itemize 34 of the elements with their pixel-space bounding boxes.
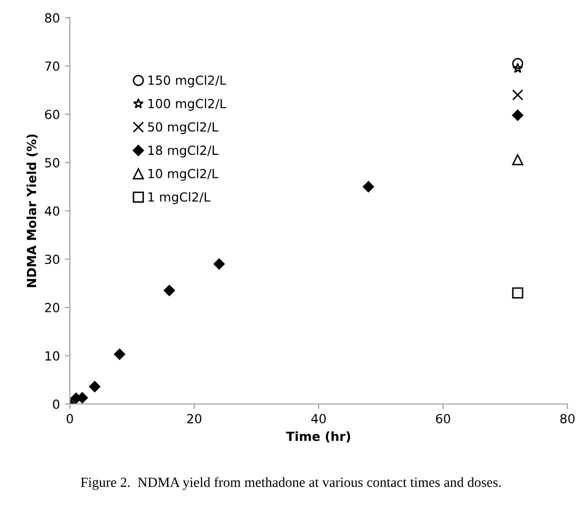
legend-label: 150 mgCl2/L bbox=[148, 75, 226, 88]
point bbox=[512, 110, 524, 121]
legend-label: 1 mgCl2/L bbox=[148, 192, 210, 204]
x-tick-label: 60 bbox=[436, 414, 450, 424]
x-tick-label: 80 bbox=[560, 414, 575, 424]
y-tick-label: 30 bbox=[45, 254, 60, 264]
caption: Figure 2. NDMA yield from methadone at various contact times and doses. bbox=[80, 477, 501, 490]
legend-label: 100 mgCl2/L bbox=[148, 98, 226, 111]
x-tick-label: 0 bbox=[66, 414, 73, 424]
legend-label: 10 mgCl2/L bbox=[148, 168, 218, 181]
y-axis-title: NDMA Molar Yield (%) bbox=[26, 134, 38, 288]
point bbox=[512, 58, 524, 70]
x-tick-label: 20 bbox=[187, 414, 202, 424]
y-tick-label: 70 bbox=[45, 61, 60, 71]
point bbox=[512, 287, 524, 298]
y-tick-label: 40 bbox=[44, 206, 60, 216]
point bbox=[214, 258, 225, 270]
y-tick-label: 20 bbox=[45, 302, 60, 312]
legend-label: 50 mgCl2/L bbox=[148, 122, 218, 134]
point bbox=[512, 154, 524, 166]
y-tick-label: 50 bbox=[45, 158, 60, 168]
point bbox=[89, 381, 100, 392]
x-tick-label: 40 bbox=[311, 414, 326, 424]
legend-label: 18 mgCl2/L bbox=[148, 145, 218, 158]
y-tick-label: 60 bbox=[45, 110, 60, 120]
y-tick-label: 80 bbox=[45, 13, 60, 23]
point bbox=[164, 284, 175, 296]
x-axis-title: Time (hr) bbox=[286, 431, 350, 443]
y-tick-label: 10 bbox=[46, 351, 60, 361]
point bbox=[114, 348, 126, 360]
point bbox=[512, 89, 524, 100]
y-tick-label: 0 bbox=[52, 399, 60, 409]
point bbox=[362, 181, 374, 192]
point bbox=[512, 62, 524, 74]
